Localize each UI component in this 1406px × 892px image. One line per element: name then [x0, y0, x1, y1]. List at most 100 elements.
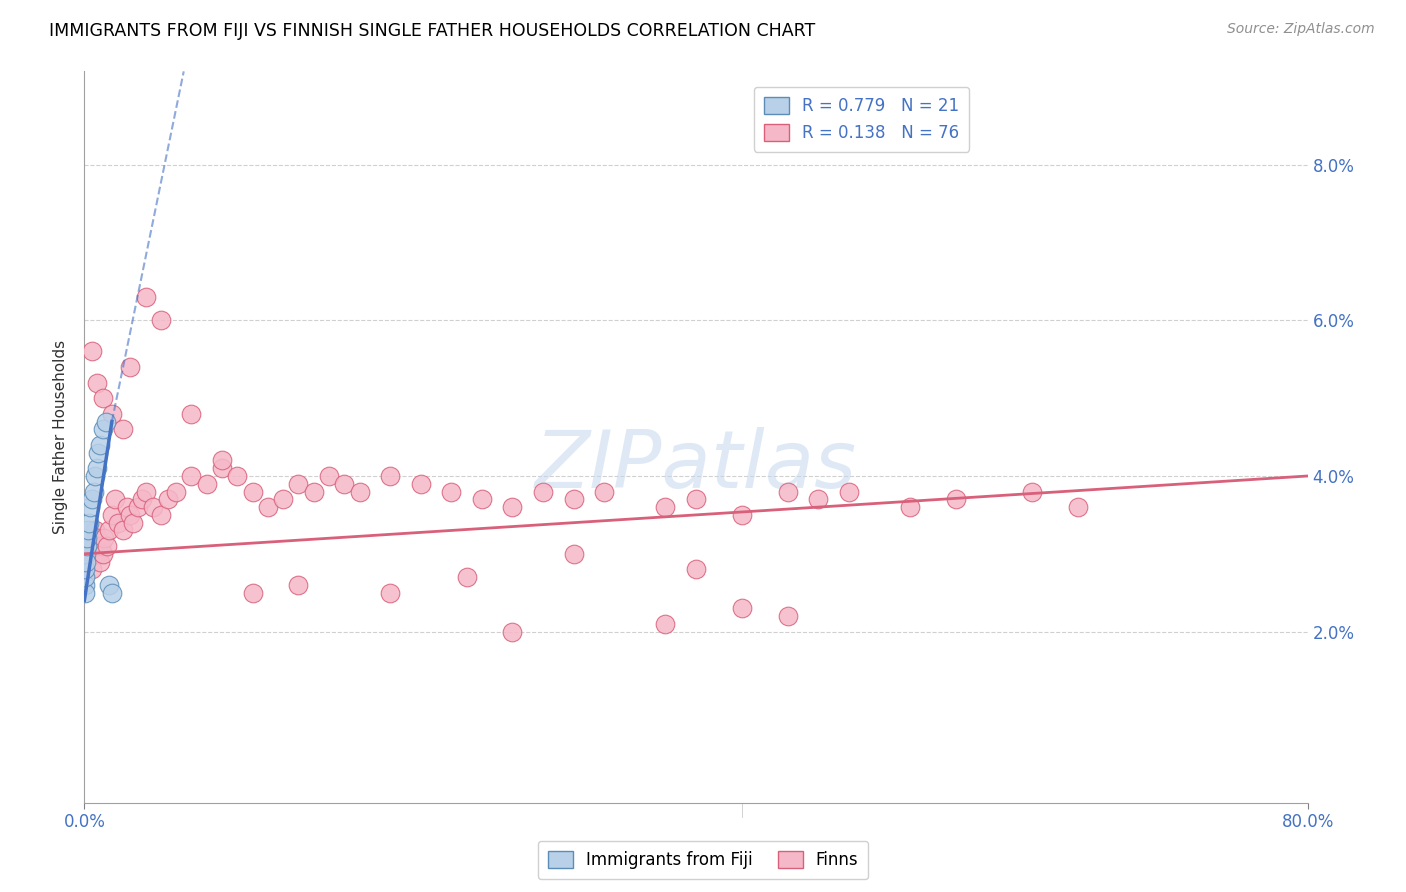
Point: [456, 570, 478, 584]
Point: [73, 585, 96, 599]
Point: [180, 407, 202, 421]
Point: [83, 539, 105, 553]
Point: [731, 508, 754, 522]
Legend: R = 0.779   N = 21, R = 0.138   N = 76: R = 0.779 N = 21, R = 0.138 N = 76: [754, 87, 969, 152]
Point: [97, 524, 120, 538]
Point: [271, 492, 294, 507]
Point: [502, 624, 524, 639]
Point: [349, 484, 371, 499]
Point: [77, 516, 100, 530]
Point: [211, 453, 233, 467]
Point: [440, 484, 463, 499]
Point: [898, 500, 921, 515]
Point: [593, 484, 616, 499]
Point: [471, 492, 494, 507]
Text: ZIPatlas: ZIPatlas: [534, 427, 858, 506]
Point: [77, 547, 100, 561]
Point: [120, 359, 142, 374]
Point: [84, 524, 107, 538]
Point: [86, 376, 108, 390]
Point: [97, 578, 120, 592]
Point: [90, 539, 112, 553]
Point: [654, 616, 676, 631]
Point: [101, 508, 124, 522]
Point: [87, 547, 110, 561]
Point: [89, 438, 111, 452]
Point: [180, 469, 202, 483]
Point: [165, 484, 187, 499]
Point: [776, 609, 799, 624]
Point: [122, 516, 145, 530]
Point: [531, 484, 554, 499]
Text: IMMIGRANTS FROM FIJI VS FINNISH SINGLE FATHER HOUSEHOLDS CORRELATION CHART: IMMIGRANTS FROM FIJI VS FINNISH SINGLE F…: [49, 22, 815, 40]
Point: [115, 500, 138, 515]
Point: [333, 476, 356, 491]
Point: [111, 422, 134, 436]
Point: [77, 524, 100, 538]
Point: [142, 500, 165, 515]
Point: [94, 415, 117, 429]
Point: [80, 562, 103, 576]
Point: [226, 469, 249, 483]
Point: [101, 407, 124, 421]
Point: [80, 344, 103, 359]
Point: [1067, 500, 1090, 515]
Point: [75, 570, 97, 584]
Point: [287, 578, 309, 592]
Point: [111, 524, 134, 538]
Point: [80, 492, 103, 507]
Text: Source: ZipAtlas.com: Source: ZipAtlas.com: [1227, 22, 1375, 37]
Point: [838, 484, 860, 499]
Point: [86, 461, 108, 475]
Point: [120, 508, 142, 522]
Point: [945, 492, 967, 507]
Point: [685, 562, 707, 576]
Point: [731, 601, 754, 615]
Point: [685, 492, 707, 507]
Point: [104, 492, 127, 507]
Point: [242, 585, 264, 599]
Point: [149, 313, 172, 327]
Point: [84, 469, 107, 483]
Point: [135, 290, 157, 304]
Point: [562, 492, 585, 507]
Point: [302, 484, 325, 499]
Point: [96, 539, 118, 553]
Point: [76, 539, 98, 553]
Point: [380, 469, 402, 483]
Point: [89, 555, 111, 569]
Point: [318, 469, 340, 483]
Point: [287, 476, 309, 491]
Legend: Immigrants from Fiji, Finns: Immigrants from Fiji, Finns: [537, 841, 869, 880]
Point: [83, 484, 105, 499]
Point: [195, 476, 218, 491]
Point: [211, 461, 233, 475]
Point: [562, 547, 585, 561]
Point: [257, 500, 280, 515]
Point: [776, 484, 799, 499]
Y-axis label: Single Father Households: Single Father Households: [53, 340, 69, 534]
Point: [75, 555, 97, 569]
Point: [75, 547, 97, 561]
Point: [91, 422, 114, 436]
Point: [242, 484, 264, 499]
Point: [86, 531, 108, 545]
Point: [131, 492, 153, 507]
Point: [75, 562, 97, 576]
Point: [76, 531, 98, 545]
Point: [73, 578, 96, 592]
Point: [87, 445, 110, 459]
Point: [91, 547, 114, 561]
Point: [127, 500, 149, 515]
Point: [409, 476, 432, 491]
Point: [149, 508, 172, 522]
Point: [157, 492, 180, 507]
Point: [107, 516, 129, 530]
Point: [380, 585, 402, 599]
Point: [79, 500, 101, 515]
Point: [101, 585, 124, 599]
Point: [135, 484, 157, 499]
Point: [91, 391, 114, 405]
Point: [1021, 484, 1043, 499]
Point: [654, 500, 676, 515]
